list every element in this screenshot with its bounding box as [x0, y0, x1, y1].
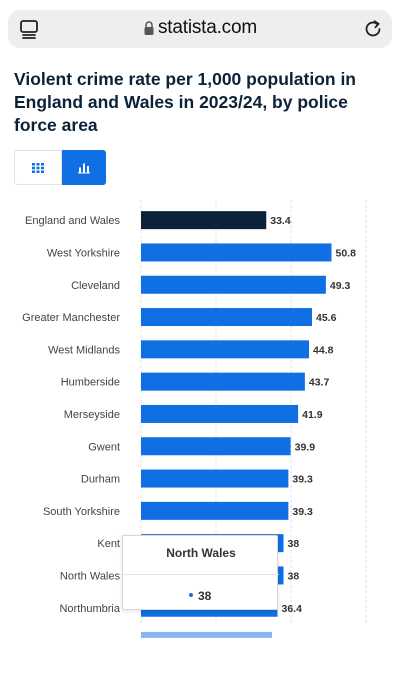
category-label-humberside: Humberside: [61, 377, 120, 389]
value-label-england-and-wales: 33.4: [270, 215, 291, 227]
browser-url-bar: statista.com: [0, 0, 400, 56]
category-label-west-midlands: West Midlands: [48, 344, 120, 356]
value-label-northumbria: 36.4: [282, 603, 303, 615]
bar-gwent[interactable]: [141, 437, 291, 456]
bar-greater-manchester[interactable]: [141, 308, 312, 327]
category-label-kent: Kent: [97, 538, 120, 550]
tooltip-divider: [123, 574, 279, 575]
bar-humberside[interactable]: [141, 372, 305, 391]
bar-england-and-wales[interactable]: [141, 211, 267, 230]
page-title: Violent crime rate per 1,000 population …: [14, 69, 356, 135]
value-label-durham: 39.3: [292, 474, 313, 486]
value-label-humberside: 43.7: [309, 377, 330, 389]
tooltip-series-dot: [189, 593, 193, 597]
bar-west-midlands[interactable]: [141, 340, 309, 359]
lock-icon: [144, 21, 154, 35]
bar-partial-next: [141, 631, 272, 638]
category-label-west-yorkshire: West Yorkshire: [47, 247, 120, 259]
category-label-england-and-wales: England and Wales: [25, 215, 120, 227]
bar-durham[interactable]: [141, 469, 289, 488]
value-label-west-midlands: 44.8: [313, 344, 334, 356]
bar-merseyside[interactable]: [141, 404, 299, 423]
bar-chart-svg: England and Wales 33.4 West Yorkshire 50.8 C…: [22, 200, 367, 638]
bar-chart-icon: [78, 163, 90, 173]
tooltip-title: North Wales: [166, 546, 236, 560]
reload-icon[interactable]: [362, 18, 384, 40]
category-label-north-wales: North Wales: [60, 570, 121, 582]
bar-cleveland[interactable]: [141, 275, 326, 294]
chart-view-button[interactable]: [62, 150, 106, 185]
category-label-gwent: Gwent: [88, 441, 120, 453]
tooltip-value: 38: [198, 589, 212, 603]
category-label-merseyside: Merseyside: [64, 409, 120, 421]
category-label-south-yorkshire: South Yorkshire: [43, 506, 120, 518]
chart-tooltip: North Wales 38: [122, 535, 279, 610]
value-label-merseyside: 41.9: [302, 409, 323, 421]
value-label-greater-manchester: 45.6: [316, 312, 337, 324]
value-label-west-yorkshire: 50.8: [336, 247, 357, 259]
url-text[interactable]: statista.com: [158, 17, 257, 38]
value-label-gwent: 39.9: [295, 441, 316, 453]
bar-west-yorkshire[interactable]: [141, 243, 332, 262]
value-label-cleveland: 49.3: [330, 280, 351, 292]
grid-icon: [32, 162, 44, 173]
address-field[interactable]: [8, 10, 392, 48]
bar-chart: England and Wales 33.4 West Yorkshire 50.8 C…: [0, 200, 400, 640]
category-label-greater-manchester: Greater Manchester: [22, 312, 120, 324]
value-label-kent: 38: [288, 538, 300, 550]
value-label-north-wales: 38: [288, 570, 300, 582]
value-label-south-yorkshire: 39.3: [292, 506, 313, 518]
tabs-icon[interactable]: [18, 18, 40, 40]
category-label-northumbria: Northumbria: [59, 603, 120, 615]
category-label-cleveland: Cleveland: [71, 280, 120, 292]
bar-south-yorkshire[interactable]: [141, 501, 289, 520]
table-view-button[interactable]: [14, 150, 62, 185]
category-label-durham: Durham: [81, 474, 120, 486]
